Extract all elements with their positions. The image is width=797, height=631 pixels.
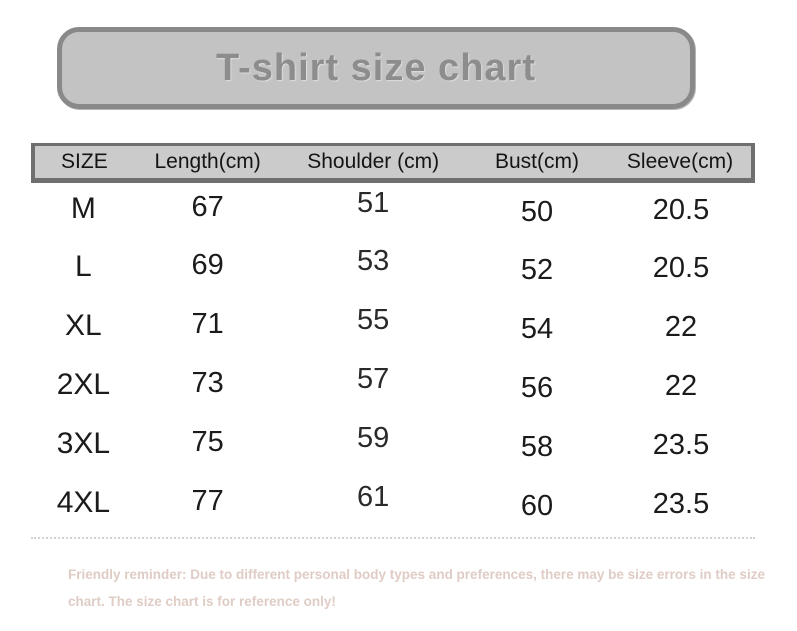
cell-size: XL [65, 309, 102, 342]
cell-sleeve: 20.5 [652, 193, 710, 226]
footer-note: Friendly reminder: Due to different pers… [68, 561, 768, 615]
cell-sleeve: 23.5 [652, 487, 710, 520]
cell-sleeve: 22 [664, 310, 698, 343]
cell-shoulder: 53 [357, 244, 390, 277]
table-row: M 67 51 50 20.5 [33, 181, 753, 240]
table-row: 3XL 75 59 58 23.5 [33, 417, 753, 476]
page-title: T-shirt size chart [216, 46, 536, 89]
header-cell-sleeve: Sleeve(cm) [608, 143, 756, 183]
table-row: 4XL 77 61 60 23.5 [33, 476, 753, 535]
cell-size: 2XL [56, 368, 111, 401]
table-row: L 69 53 52 20.5 [33, 240, 753, 299]
cell-size: 3XL [56, 427, 111, 460]
cell-length: 77 [191, 484, 224, 517]
footer-line-1: Friendly reminder: Due to different pers… [68, 567, 765, 582]
cell-size: L [75, 250, 92, 283]
cell-bust: 60 [520, 489, 554, 522]
size-table-container: SIZE Length(cm) Shoulder (cm) Bust(cm) Sleev… [31, 143, 756, 539]
cell-length: 75 [191, 425, 224, 458]
cell-shoulder: 61 [357, 480, 390, 513]
cell-sleeve: 23.5 [652, 428, 710, 461]
header-cell-bust: Bust(cm) [464, 143, 609, 183]
header-cell-size: SIZE [31, 143, 134, 183]
cell-sleeve: 22 [664, 369, 698, 402]
table-row: XL 71 55 54 22 [33, 299, 753, 358]
table-row: 2XL 73 57 56 22 [33, 358, 753, 417]
cell-length: 71 [191, 307, 224, 340]
cell-bust: 56 [520, 371, 554, 404]
cell-size: 4XL [56, 486, 111, 519]
cell-shoulder: 59 [357, 421, 390, 454]
cell-bust: 52 [520, 253, 554, 286]
cell-sleeve: 20.5 [652, 251, 710, 284]
cell-bust: 50 [520, 195, 554, 228]
cell-length: 69 [191, 248, 224, 281]
cell-bust: 58 [520, 430, 554, 463]
header-cell-shoulder: Shoulder (cm) [281, 143, 465, 183]
cell-length: 67 [191, 190, 224, 223]
cell-length: 73 [191, 366, 224, 399]
size-table-body: M 67 51 50 20.5 L 69 53 52 20.5 XL 71 55 54 22 2XL 73 57 5… [33, 181, 753, 535]
cell-shoulder: 57 [357, 362, 390, 395]
cell-shoulder: 55 [357, 303, 390, 336]
cell-shoulder: 51 [357, 186, 390, 219]
dotted-separator [31, 536, 755, 539]
cell-bust: 54 [520, 312, 554, 345]
size-table: SIZE Length(cm) Shoulder (cm) Bust(cm) Sleev… [31, 143, 756, 535]
header-cell-length: Length(cm) [133, 143, 282, 183]
footer-line-2: chart. The size chart is for reference o… [68, 594, 336, 609]
title-banner: T-shirt size chart [57, 27, 695, 109]
table-header-row: SIZE Length(cm) Shoulder (cm) Bust(cm) Sleev… [31, 143, 756, 183]
cell-size: M [70, 192, 96, 226]
